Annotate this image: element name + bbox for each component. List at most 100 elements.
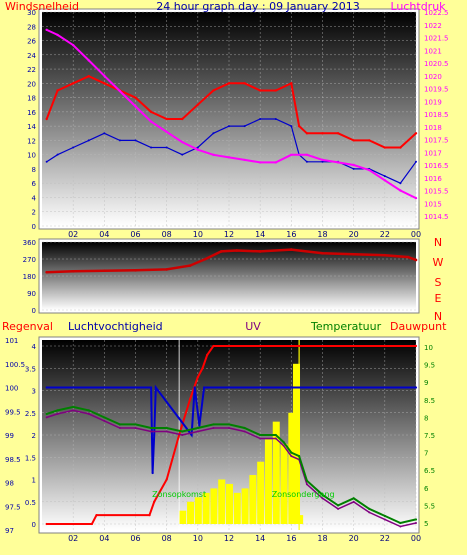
temperature-point (118, 423, 122, 426)
sunrise-label: Zonsopkomst (152, 490, 206, 499)
humidity-point (190, 433, 193, 437)
series-gust-line (46, 118, 417, 184)
dewpoint-point (282, 444, 285, 447)
y-tick-label-humidity: 99 (5, 432, 14, 440)
rain-point (148, 514, 151, 517)
uv-bar (179, 510, 187, 524)
gust-point (196, 146, 199, 149)
x-tick-label: 02 (68, 230, 78, 239)
dewpoint-point (165, 430, 168, 433)
y-tick-label-rain: 2.5 (25, 410, 36, 418)
x-tick-label: 20 (349, 230, 359, 239)
temperature-point (181, 430, 184, 433)
direction-point (188, 264, 192, 267)
rain-point (201, 367, 204, 370)
rain-point (188, 398, 192, 401)
direction-point (258, 250, 262, 253)
uv-bar (194, 497, 202, 524)
temperature-point (414, 518, 418, 521)
pressure-point (243, 158, 246, 162)
windspeed-point (212, 89, 215, 92)
temperature-point (243, 426, 246, 430)
windspeed-point (352, 139, 355, 142)
pressure-point (196, 148, 200, 151)
y-tick-label-temperature: 5.5 (424, 502, 435, 510)
y-tick-label-humidity: 99.5 (5, 408, 21, 416)
gust-point (150, 146, 153, 149)
y-tick-label-wind: 0 (32, 223, 36, 231)
temperature-point (165, 426, 168, 430)
rain-point (414, 344, 418, 348)
y-tick-label-wind: 4 (32, 194, 37, 202)
y-tick-label-wind: 10 (27, 152, 36, 160)
y-tick-label-humidity: 97.5 (5, 503, 21, 511)
compass-label: W (433, 256, 444, 269)
temperatuur-label: Temperatuur (310, 320, 382, 333)
y-tick-label-temperature: 6.5 (424, 467, 435, 475)
y-tick-label-pressure: 1020.5 (424, 60, 449, 68)
direction-point (406, 255, 410, 259)
dewpoint-point (150, 430, 153, 433)
windspeed-point (336, 132, 340, 135)
pressure-point (56, 33, 59, 37)
temperature-point (45, 412, 48, 415)
y-tick-label-wind: 8 (32, 166, 36, 174)
y-tick-label-temperature: 5 (424, 520, 428, 528)
y-tick-label-wind: 2 (32, 209, 36, 217)
windspeed-point (274, 89, 277, 92)
pressure-point (399, 189, 402, 192)
x-tick-label: 14 (255, 230, 265, 239)
uv-bar (288, 412, 296, 524)
temperature-point (298, 455, 301, 458)
temperature-point (196, 426, 199, 430)
pressure-point (227, 156, 231, 159)
x-tick-label: 00 (411, 534, 421, 543)
windspeed-point (196, 103, 200, 106)
pressure-point (414, 196, 418, 200)
temperature-point (336, 504, 340, 507)
windspeed-point (414, 132, 418, 135)
uv-bar (241, 488, 249, 524)
windspeed-point (290, 82, 293, 85)
pressure-point (383, 179, 387, 182)
gust-point (103, 132, 106, 135)
gust-point (305, 160, 308, 163)
pressure-point (290, 153, 293, 156)
direction-point (219, 250, 223, 253)
y-tick-label-wind: 26 (27, 38, 36, 46)
windspeed-point (149, 110, 153, 114)
series-windspeed-line (45, 75, 417, 149)
y-tick-label-pressure: 1022.5 (424, 9, 449, 17)
dewpoint-point (415, 521, 417, 524)
x-tick-label: 10 (193, 534, 203, 543)
luchtdruk-label: Luchtdruk (390, 0, 446, 13)
y-tick-label-pressure: 1022 (424, 22, 442, 30)
temperature-point (383, 514, 386, 518)
windspeed-point (383, 146, 387, 149)
y-tick-label-pressure: 1020 (424, 73, 442, 81)
x-tick-label: 02 (68, 534, 78, 543)
temperature-point (290, 451, 293, 454)
y-tick-label-direction: 90 (27, 290, 36, 298)
panel-plot-area (42, 12, 416, 226)
gust-point (352, 167, 355, 170)
gust-point (165, 146, 168, 149)
uv-bar (218, 479, 226, 524)
y-tick-label-pressure: 1021 (424, 47, 442, 55)
compass-label: N (434, 236, 442, 249)
rain-point (165, 478, 168, 481)
dewpoint-point (103, 419, 106, 422)
humidity-point (149, 386, 153, 389)
dewpoint-point (399, 525, 402, 528)
y-tick-label-pressure: 1018 (424, 124, 442, 132)
temperature-point (352, 497, 355, 500)
windspeed-point (134, 96, 137, 99)
dewpoint-point (321, 497, 324, 500)
dewpoint-point (352, 500, 355, 503)
y-tick-label-wind: 28 (27, 23, 36, 31)
gust-point (321, 160, 324, 163)
gust-point (290, 125, 293, 128)
y-tick-label-rain: 2 (32, 432, 36, 440)
y-tick-label-pressure: 1018.5 (424, 111, 449, 119)
